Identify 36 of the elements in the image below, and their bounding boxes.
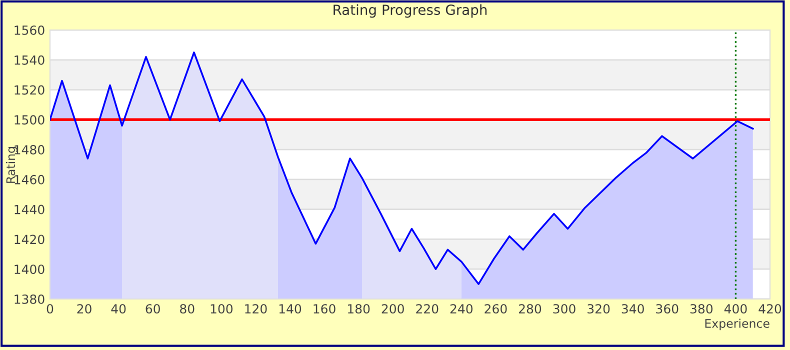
y-axis-title: Rating — [6, 147, 18, 183]
x-tick-label: 20 — [77, 304, 92, 314]
x-tick-label: 40 — [111, 304, 126, 314]
chart-title: Rating Progress Graph — [334, 4, 487, 18]
x-tick-label: 200 — [382, 304, 404, 314]
x-tick-label: 380 — [690, 304, 713, 314]
line-series — [50, 52, 754, 285]
x-tick-label: 300 — [553, 304, 576, 314]
x-tick-label: 340 — [622, 304, 644, 314]
x-tick-label: 120 — [245, 304, 267, 314]
y-tick-label: 1540 — [14, 55, 44, 65]
x-tick-label: 80 — [180, 304, 194, 314]
y-tick-label: 1400 — [14, 264, 44, 274]
x-tick-label: 260 — [484, 304, 507, 314]
x-tick-label: 420 — [758, 304, 782, 314]
y-tick-label: 1440 — [14, 204, 44, 214]
y-tick-label: 1560 — [14, 25, 44, 35]
x-tick-label: 100 — [210, 304, 233, 314]
x-tick-label: 240 — [450, 304, 473, 314]
x-tick-label: 280 — [518, 304, 542, 314]
y-tick-label: 1380 — [14, 294, 44, 304]
x-tick-label: 400 — [724, 304, 747, 314]
x-tick-label: 0 — [46, 304, 54, 314]
y-tick-label: 1460 — [14, 174, 44, 184]
x-tick-label: 220 — [416, 304, 438, 314]
y-tick-label: 1480 — [14, 145, 44, 154]
x-tick-label: 60 — [146, 304, 160, 314]
y-tick-label: 1500 — [14, 115, 44, 125]
x-tick-label: 160 — [314, 304, 336, 314]
x-tick-label: 140 — [279, 304, 302, 314]
y-tick-label: 1520 — [14, 85, 44, 95]
x-tick-label: 180 — [348, 304, 370, 314]
x-tick-label: 320 — [588, 304, 610, 314]
y-tick-label: 1420 — [14, 234, 44, 244]
x-axis-title: Experience — [705, 318, 770, 330]
x-tick-label: 360 — [656, 304, 678, 314]
